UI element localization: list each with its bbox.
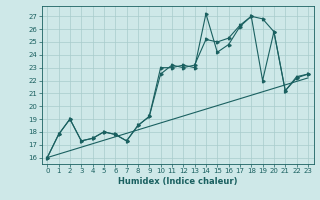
X-axis label: Humidex (Indice chaleur): Humidex (Indice chaleur) <box>118 177 237 186</box>
